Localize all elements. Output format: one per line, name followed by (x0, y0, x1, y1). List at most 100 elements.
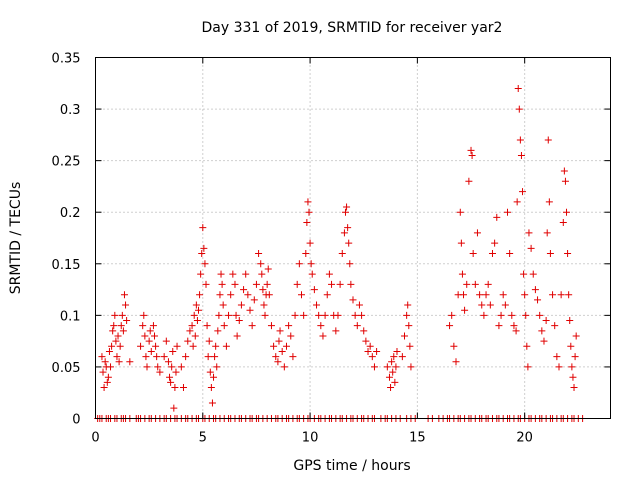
data-point (484, 280, 492, 288)
data-point (565, 291, 573, 299)
data-point (323, 291, 331, 299)
data-point (142, 353, 150, 361)
data-point (476, 291, 484, 299)
data-point (521, 291, 529, 299)
axis-ticks (95, 57, 611, 419)
data-point (126, 358, 134, 366)
data-point (355, 301, 363, 309)
data-point (351, 311, 359, 319)
data-point (270, 342, 278, 350)
data-point (549, 291, 557, 299)
data-point (538, 327, 546, 335)
data-point (113, 353, 121, 361)
data-point (154, 363, 162, 371)
data-point (145, 337, 153, 345)
data-point (480, 311, 488, 319)
data-point (114, 332, 122, 340)
data-point (560, 167, 568, 175)
data-point (177, 363, 185, 371)
data-point (340, 229, 348, 237)
data-point (272, 353, 280, 361)
data-point (306, 239, 314, 247)
y-axis-title: SRMTID / TECUs (8, 182, 24, 295)
data-point (300, 311, 308, 319)
data-point (122, 301, 130, 309)
data-point (508, 311, 516, 319)
data-point (465, 177, 473, 185)
data-point (255, 249, 263, 257)
data-point (522, 311, 530, 319)
data-point (120, 291, 128, 299)
data-point (278, 347, 286, 355)
data-point (242, 270, 250, 278)
data-point (233, 332, 241, 340)
data-point (212, 342, 220, 350)
data-point (401, 332, 408, 340)
data-point (240, 286, 248, 294)
data-point (291, 311, 299, 319)
data-point (370, 363, 378, 371)
data-point (198, 249, 206, 257)
x-tick-label: 15 (409, 431, 426, 446)
data-point (321, 311, 329, 319)
data-point (172, 368, 180, 376)
data-point (461, 306, 469, 314)
data-point (568, 363, 576, 371)
data-point (344, 224, 352, 232)
data-point (383, 363, 391, 371)
data-point (139, 322, 147, 330)
data-point (385, 373, 393, 381)
data-point (149, 322, 157, 330)
data-point (123, 317, 131, 325)
data-point (140, 311, 148, 319)
data-point (98, 353, 106, 361)
data-point (143, 363, 151, 371)
data-point (295, 260, 303, 268)
data-point (570, 384, 578, 392)
data-point (358, 311, 366, 319)
data-point (393, 347, 401, 355)
data-point (160, 353, 168, 361)
data-point (531, 286, 539, 294)
data-point (551, 322, 559, 330)
data-point (246, 306, 254, 314)
data-point (214, 327, 222, 335)
data-point (237, 301, 245, 309)
data-point (567, 342, 575, 350)
data-point (345, 239, 353, 247)
data-point (499, 291, 507, 299)
data-point (317, 322, 325, 330)
data-point (514, 84, 522, 92)
data-point (450, 342, 458, 350)
data-point (197, 270, 205, 278)
data-point (523, 342, 531, 350)
data-point (404, 301, 412, 309)
data-point (303, 219, 311, 227)
data-point (473, 229, 481, 237)
data-point (458, 270, 466, 278)
data-point (109, 327, 117, 335)
data-point (137, 342, 145, 350)
data-point (195, 306, 202, 314)
data-point (325, 270, 333, 278)
data-point (267, 322, 275, 330)
data-point (285, 322, 293, 330)
data-point (313, 301, 321, 309)
data-point (302, 249, 310, 257)
data-point (304, 198, 312, 206)
data-point (468, 151, 476, 159)
data-point (557, 291, 565, 299)
data-point (527, 244, 535, 252)
data-point (220, 322, 228, 330)
data-point (115, 358, 123, 366)
data-point (366, 342, 374, 350)
data-point (542, 317, 550, 325)
data-point (446, 322, 454, 330)
data-point (388, 358, 396, 366)
data-point (287, 332, 295, 340)
data-point (191, 332, 199, 340)
data-point (515, 105, 523, 113)
data-point (471, 280, 479, 288)
data-point (141, 332, 149, 340)
data-point (307, 260, 315, 268)
